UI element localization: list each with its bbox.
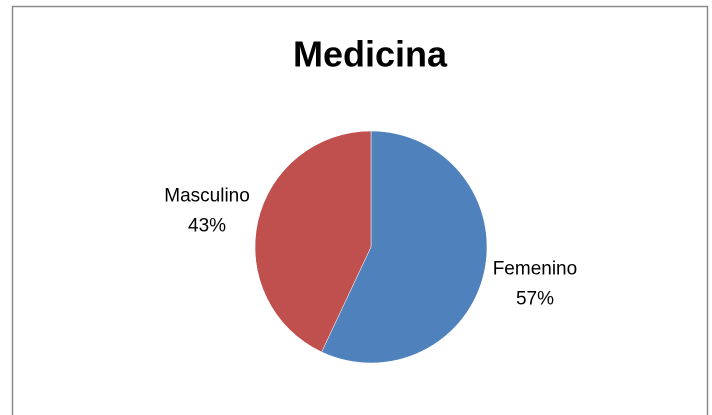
chart-frame	[11, 5, 709, 415]
pie-slice	[321, 130, 488, 364]
chart-title: Medicina	[293, 34, 448, 75]
slice-value-label: 57%	[516, 289, 554, 310]
pie-slice	[254, 130, 372, 353]
slice-value-label: 43%	[188, 215, 226, 236]
slice-label: Masculino	[164, 185, 250, 206]
slice-label: Femenino	[493, 259, 578, 280]
